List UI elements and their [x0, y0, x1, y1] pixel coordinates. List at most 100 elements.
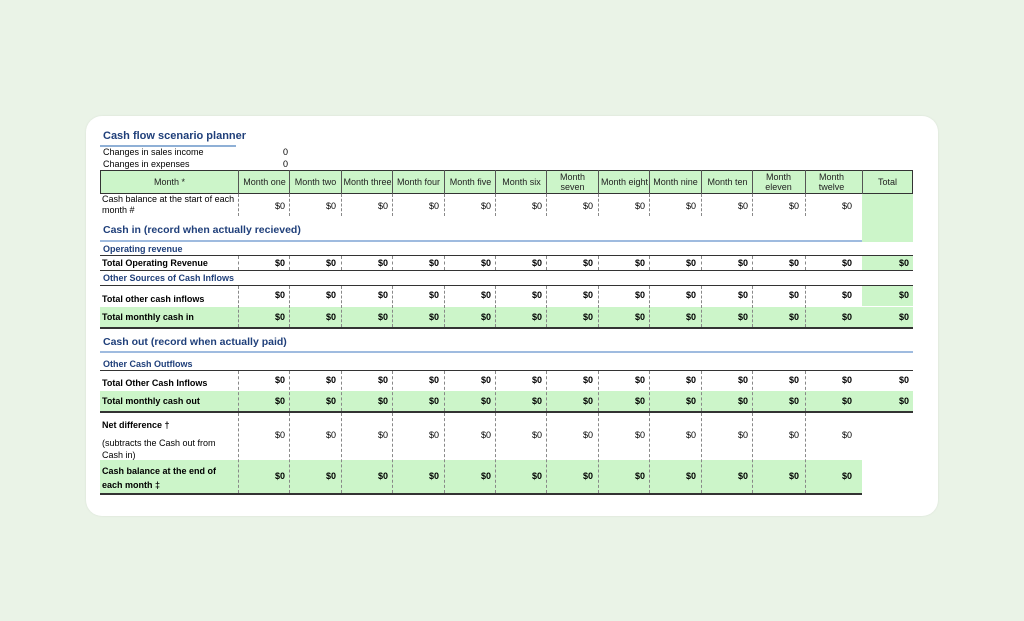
total-other-inflows-month-4[interactable]: $0 — [428, 290, 439, 300]
total-other-inflows-month-2[interactable]: $0 — [325, 290, 336, 300]
total-monthly-in-month-11[interactable]: $0 — [788, 312, 799, 322]
net-difference-month-12[interactable]: $0 — [841, 430, 852, 440]
end-balance-month-12[interactable]: $0 — [841, 471, 852, 481]
end-balance-month-11[interactable]: $0 — [788, 471, 799, 481]
total-other-inflows-month-7[interactable]: $0 — [582, 290, 593, 300]
total-monthly-in-month-5[interactable]: $0 — [480, 312, 491, 322]
end-balance-month-8[interactable]: $0 — [634, 471, 645, 481]
total-operating-revenue-month-1[interactable]: $0 — [274, 258, 285, 268]
total-operating-revenue-month-10[interactable]: $0 — [737, 258, 748, 268]
total-monthly-in-month-9[interactable]: $0 — [685, 312, 696, 322]
column-divider — [598, 286, 599, 327]
total-other-out-month-8[interactable]: $0 — [634, 375, 645, 385]
sales-change-value[interactable]: 0 — [283, 147, 289, 157]
total-monthly-out-month-12[interactable]: $0 — [841, 396, 852, 406]
total-monthly-in-month-1[interactable]: $0 — [274, 312, 285, 322]
total-other-inflows-month-9[interactable]: $0 — [685, 290, 696, 300]
expenses-change-value[interactable]: 0 — [283, 159, 289, 169]
end-balance-month-2[interactable]: $0 — [325, 471, 336, 481]
start-balance-month-7[interactable]: $0 — [582, 201, 593, 211]
total-monthly-in-month-6[interactable]: $0 — [531, 312, 542, 322]
total-monthly-in-month-2[interactable]: $0 — [325, 312, 336, 322]
total-operating-revenue-month-3[interactable]: $0 — [377, 258, 388, 268]
total-operating-revenue-month-8[interactable]: $0 — [634, 258, 645, 268]
total-other-out-month-11[interactable]: $0 — [788, 375, 799, 385]
end-balance-month-9[interactable]: $0 — [685, 471, 696, 481]
net-difference-month-11[interactable]: $0 — [788, 430, 799, 440]
start-balance-month-3[interactable]: $0 — [377, 201, 388, 211]
total-monthly-out-month-6[interactable]: $0 — [531, 396, 542, 406]
total-monthly-out-month-4[interactable]: $0 — [428, 396, 439, 406]
total-other-inflows-month-10[interactable]: $0 — [737, 290, 748, 300]
total-monthly-in-month-7[interactable]: $0 — [582, 312, 593, 322]
start-balance-month-6[interactable]: $0 — [531, 201, 542, 211]
total-other-inflows-month-5[interactable]: $0 — [480, 290, 491, 300]
total-operating-revenue-month-2[interactable]: $0 — [325, 258, 336, 268]
start-balance-month-2[interactable]: $0 — [325, 201, 336, 211]
net-difference-month-7[interactable]: $0 — [582, 430, 593, 440]
start-balance-month-9[interactable]: $0 — [685, 201, 696, 211]
total-monthly-out-month-3[interactable]: $0 — [377, 396, 388, 406]
total-monthly-out-month-8[interactable]: $0 — [634, 396, 645, 406]
total-other-inflows-month-1[interactable]: $0 — [274, 290, 285, 300]
total-other-out-month-12[interactable]: $0 — [841, 375, 852, 385]
total-other-out-month-4[interactable]: $0 — [428, 375, 439, 385]
total-operating-revenue-month-9[interactable]: $0 — [685, 258, 696, 268]
total-monthly-in-month-12[interactable]: $0 — [841, 312, 852, 322]
total-operating-revenue-month-5[interactable]: $0 — [480, 258, 491, 268]
total-other-inflows-month-8[interactable]: $0 — [634, 290, 645, 300]
month-header-1: Month one — [243, 177, 286, 187]
total-operating-revenue-month-6[interactable]: $0 — [531, 258, 542, 268]
net-difference-month-8[interactable]: $0 — [634, 430, 645, 440]
total-monthly-out-month-2[interactable]: $0 — [325, 396, 336, 406]
total-other-inflows-month-12[interactable]: $0 — [841, 290, 852, 300]
total-other-out-month-1[interactable]: $0 — [274, 375, 285, 385]
end-balance-month-3[interactable]: $0 — [377, 471, 388, 481]
net-difference-month-6[interactable]: $0 — [531, 430, 542, 440]
start-balance-month-8[interactable]: $0 — [634, 201, 645, 211]
end-balance-month-1[interactable]: $0 — [274, 471, 285, 481]
start-balance-month-10[interactable]: $0 — [737, 201, 748, 211]
total-operating-revenue-month-7[interactable]: $0 — [582, 258, 593, 268]
net-difference-month-3[interactable]: $0 — [377, 430, 388, 440]
start-balance-month-1[interactable]: $0 — [274, 201, 285, 211]
total-monthly-out-month-10[interactable]: $0 — [737, 396, 748, 406]
total-other-out-month-7[interactable]: $0 — [582, 375, 593, 385]
net-difference-month-4[interactable]: $0 — [428, 430, 439, 440]
total-operating-revenue-month-12[interactable]: $0 — [841, 258, 852, 268]
total-monthly-out-month-11[interactable]: $0 — [788, 396, 799, 406]
total-other-out-month-3[interactable]: $0 — [377, 375, 388, 385]
total-monthly-in-month-3[interactable]: $0 — [377, 312, 388, 322]
total-monthly-out-month-9[interactable]: $0 — [685, 396, 696, 406]
total-other-out-month-2[interactable]: $0 — [325, 375, 336, 385]
net-difference-month-10[interactable]: $0 — [737, 430, 748, 440]
total-monthly-out-month-1[interactable]: $0 — [274, 396, 285, 406]
total-other-out-month-10[interactable]: $0 — [737, 375, 748, 385]
net-difference-month-1[interactable]: $0 — [274, 430, 285, 440]
total-operating-revenue-month-11[interactable]: $0 — [788, 258, 799, 268]
total-monthly-out-month-7[interactable]: $0 — [582, 396, 593, 406]
total-other-inflows-month-6[interactable]: $0 — [531, 290, 542, 300]
total-other-inflows-month-3[interactable]: $0 — [377, 290, 388, 300]
total-other-out-month-5[interactable]: $0 — [480, 375, 491, 385]
start-balance-month-4[interactable]: $0 — [428, 201, 439, 211]
start-balance-month-5[interactable]: $0 — [480, 201, 491, 211]
total-other-out-month-6[interactable]: $0 — [531, 375, 542, 385]
end-balance-month-5[interactable]: $0 — [480, 471, 491, 481]
total-other-out-month-9[interactable]: $0 — [685, 375, 696, 385]
total-monthly-in-month-4[interactable]: $0 — [428, 312, 439, 322]
end-balance-month-4[interactable]: $0 — [428, 471, 439, 481]
net-difference-month-5[interactable]: $0 — [480, 430, 491, 440]
start-balance-month-12[interactable]: $0 — [841, 201, 852, 211]
total-monthly-in-month-10[interactable]: $0 — [737, 312, 748, 322]
total-monthly-in-month-8[interactable]: $0 — [634, 312, 645, 322]
total-monthly-out-month-5[interactable]: $0 — [480, 396, 491, 406]
total-other-inflows-month-11[interactable]: $0 — [788, 290, 799, 300]
end-balance-month-10[interactable]: $0 — [737, 471, 748, 481]
net-difference-month-2[interactable]: $0 — [325, 430, 336, 440]
end-balance-month-6[interactable]: $0 — [531, 471, 542, 481]
total-operating-revenue-month-4[interactable]: $0 — [428, 258, 439, 268]
end-balance-month-7[interactable]: $0 — [582, 471, 593, 481]
net-difference-month-9[interactable]: $0 — [685, 430, 696, 440]
start-balance-month-11[interactable]: $0 — [788, 201, 799, 211]
